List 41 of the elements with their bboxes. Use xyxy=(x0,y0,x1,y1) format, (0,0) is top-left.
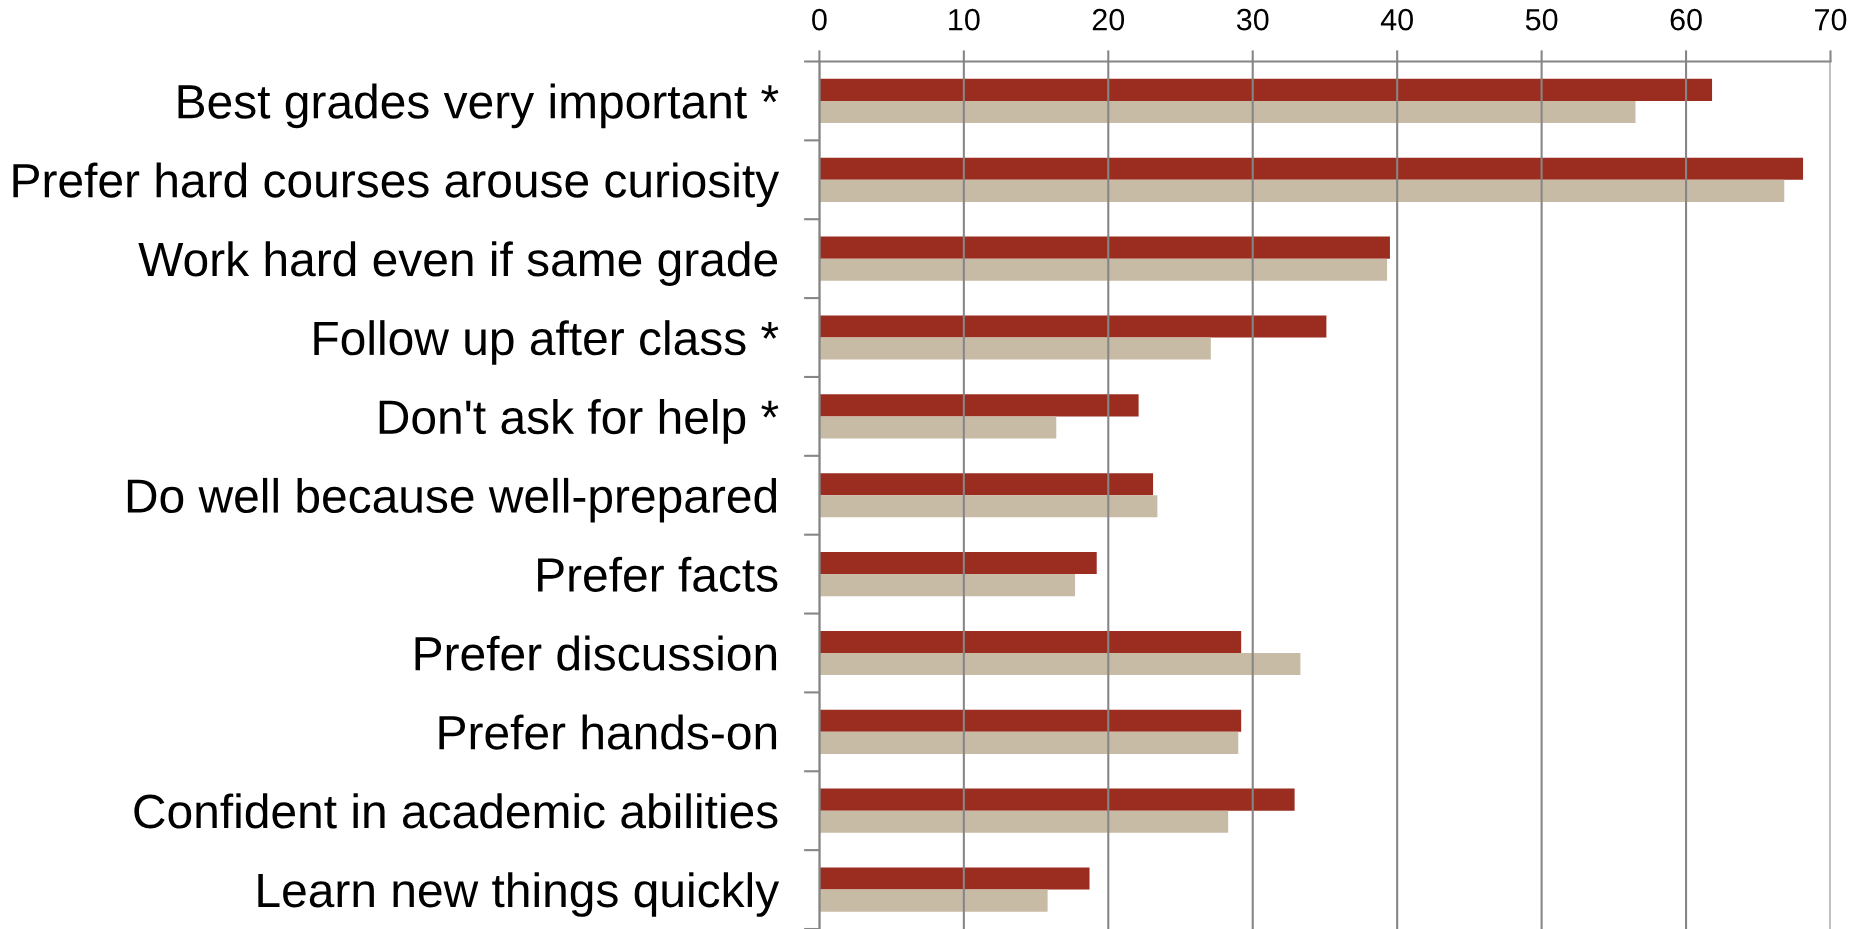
x-tick-label: 20 xyxy=(1092,8,1125,31)
x-tick-label: 0 xyxy=(812,8,827,31)
y-tick-label: Learn new things quickly xyxy=(258,872,780,917)
bar xyxy=(819,258,1388,281)
bar xyxy=(819,315,1327,338)
bar xyxy=(819,78,1713,101)
bar xyxy=(819,236,1390,259)
bar xyxy=(819,552,1097,575)
bar xyxy=(819,630,1242,653)
x-tick-label: 60 xyxy=(1670,8,1702,31)
bar xyxy=(819,810,1229,833)
x-tick-label: 50 xyxy=(1525,8,1558,31)
x-tick-label: 10 xyxy=(949,8,980,31)
x-tick-label: 70 xyxy=(1815,8,1847,31)
y-tick-label: Prefer discussion xyxy=(415,635,777,671)
bar xyxy=(819,394,1139,417)
y-tick-label: Prefer hard courses arouse curiosity xyxy=(13,162,780,208)
y-tick-label: Prefer hands-on xyxy=(439,714,777,750)
bar xyxy=(819,100,1636,124)
y-tick-label: Best grades very important * xyxy=(178,83,779,129)
bar xyxy=(819,709,1242,732)
bar xyxy=(819,889,1048,912)
bar xyxy=(819,337,1211,360)
y-tick-label: Don't ask for help * xyxy=(379,399,779,444)
y-tick-label: Confident in academic abilities xyxy=(134,793,778,829)
bar xyxy=(819,179,1785,202)
bar xyxy=(819,652,1301,676)
bar xyxy=(819,473,1154,496)
y-tick-label: Follow up after class * xyxy=(314,320,779,365)
bar xyxy=(819,867,1090,890)
y-tick-label: Prefer facts xyxy=(538,556,778,592)
x-tick-label: 30 xyxy=(1236,8,1269,31)
bar xyxy=(819,788,1295,811)
bar xyxy=(819,157,1804,180)
y-tick-label: Work hard even if same grade xyxy=(138,241,778,286)
x-tick-label: 40 xyxy=(1380,8,1413,31)
y-tick-label: Do well because well-prepared xyxy=(127,477,777,523)
bar xyxy=(819,416,1057,439)
bar xyxy=(819,731,1239,754)
bar xyxy=(819,495,1158,518)
bar xyxy=(819,574,1076,597)
